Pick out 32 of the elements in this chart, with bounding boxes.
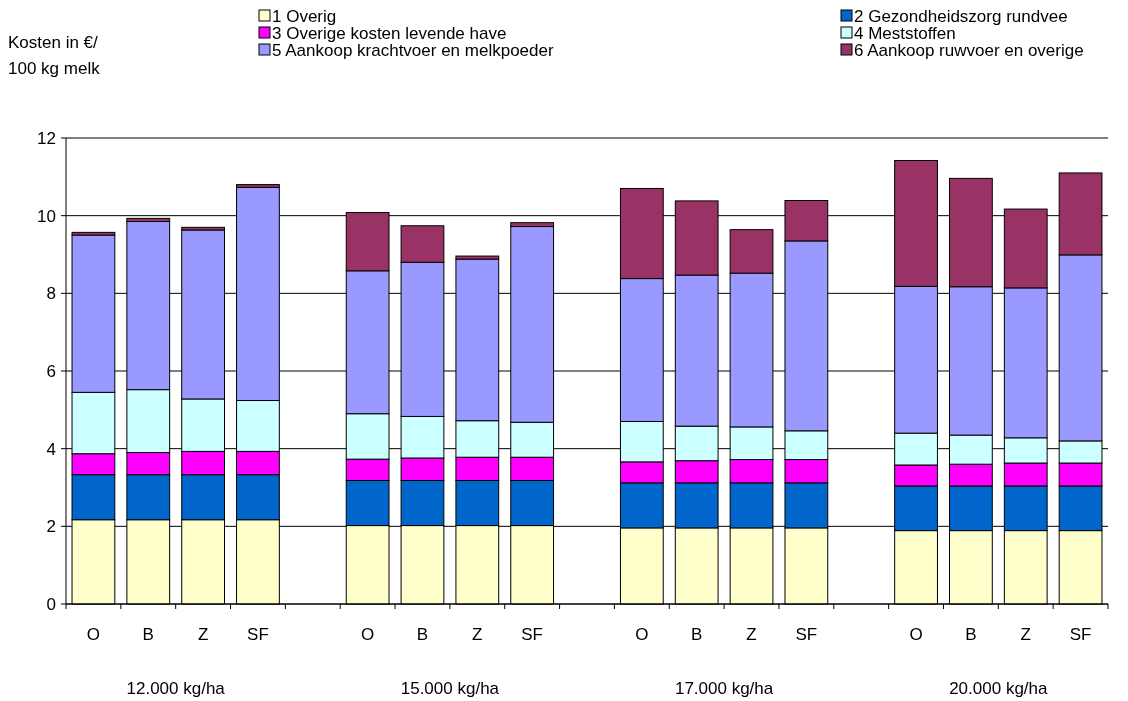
legend-label: 1 Overig: [272, 6, 337, 26]
y-tick-label: 8: [46, 284, 56, 304]
x-tick-label: Z: [472, 625, 483, 644]
legend-label: 6 Aankoop ruwvoer en overige: [854, 40, 1084, 60]
x-tick-label: B: [142, 625, 154, 644]
x-tick-label: SF: [521, 625, 544, 644]
x-tick-label: SF: [1069, 625, 1092, 644]
y-tick-label: 0: [46, 594, 56, 614]
y-tick-label: 2: [46, 517, 56, 537]
x-tick-label: B: [416, 625, 429, 644]
legend-label: 4 Meststoffen: [854, 23, 956, 43]
text: 17.000 kg/ha: [674, 679, 774, 698]
x-tick-label: Z: [197, 625, 209, 644]
text: 12.000 kg/ha: [126, 679, 226, 698]
x-tick-label: SF: [247, 625, 269, 644]
y-axis-title: Kosten in €/ 100 kg melk: [8, 33, 101, 78]
x-tick-label: B: [691, 625, 703, 644]
x-tick-label: SF: [795, 625, 818, 644]
y-tick-label: 4: [46, 439, 56, 459]
x-tick-label: O: [361, 625, 375, 644]
text: 20.000 kg/ha: [949, 679, 1049, 698]
text: 15.000 kg/ha: [400, 679, 500, 698]
y-tick-label: 6: [46, 361, 56, 381]
x-tick-label: Z: [1020, 625, 1031, 644]
x-tick-label: Z: [746, 625, 757, 644]
x-tick-label: O: [86, 625, 101, 644]
x-tick-label: O: [909, 625, 923, 644]
x-tick-label: O: [635, 625, 649, 644]
y-tick-label: 10: [37, 206, 56, 226]
y-tick-label: 12: [37, 128, 56, 148]
legend-label: 2 Gezondheidszorg rundvee: [854, 6, 1068, 26]
x-tick-label: B: [965, 625, 977, 644]
